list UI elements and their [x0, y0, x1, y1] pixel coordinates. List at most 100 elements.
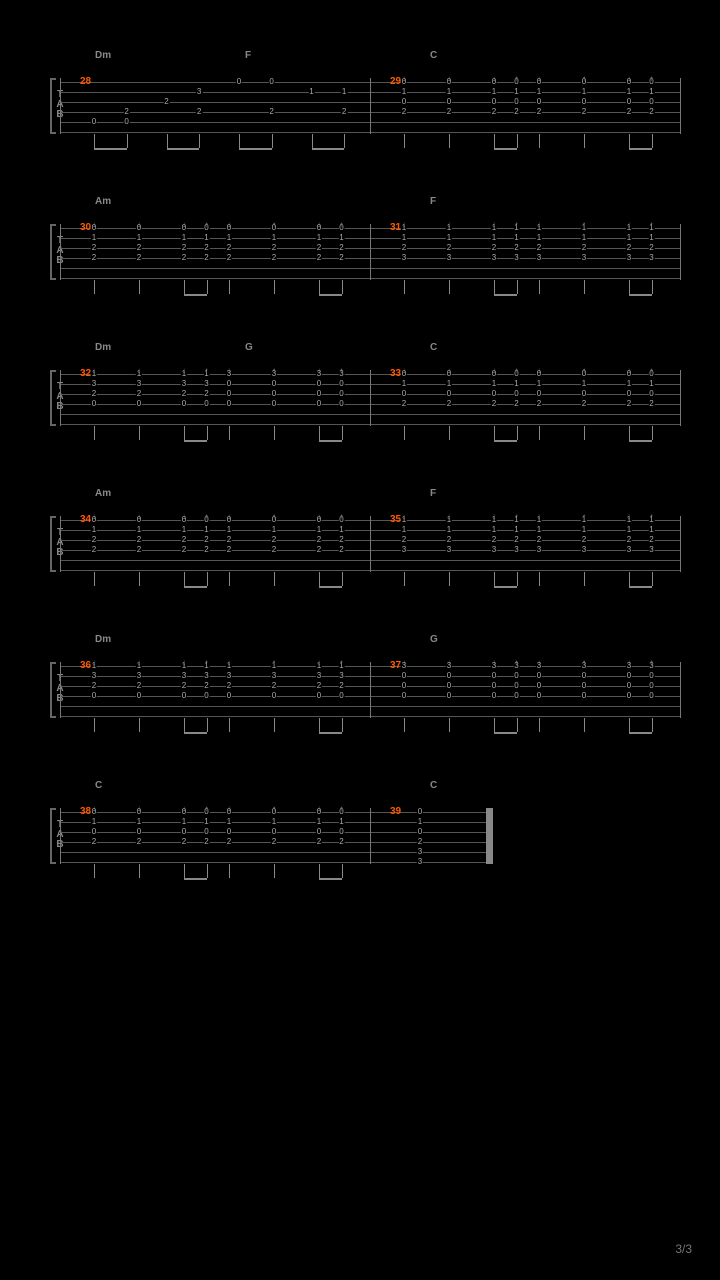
fret-number: 2	[626, 244, 632, 252]
bar-number: 36	[80, 660, 91, 671]
strum-up-icon: ↑	[515, 76, 519, 82]
fret-number: 1	[648, 88, 654, 96]
fret-number: 2	[268, 108, 274, 116]
strum-up-icon: ↑	[272, 222, 276, 228]
strum-up-icon: ↑	[205, 222, 209, 228]
fret-number: 1	[136, 234, 142, 242]
fret-number: 1	[446, 88, 452, 96]
strum-down-icon: ↓	[137, 660, 141, 666]
strum-down-icon: ↓	[492, 76, 496, 82]
beam	[167, 148, 200, 150]
strum-down-icon: ↓	[627, 222, 631, 228]
fret-number: 0	[226, 828, 232, 836]
fret-number: 2	[401, 536, 407, 544]
fret-number: 3	[626, 546, 632, 554]
fret-number: 0	[226, 380, 232, 388]
fret-number: 1	[446, 380, 452, 388]
staff-0: DmFCTAB28290022320021120102↓0102↓0102↓01…	[60, 50, 680, 134]
strum-down-icon: ↓	[182, 368, 186, 374]
strum-down-icon: ↓	[627, 368, 631, 374]
strum-down-icon: ↓	[92, 368, 96, 374]
chord-label: F	[430, 488, 436, 499]
fret-number: 2	[271, 838, 277, 846]
fret-number: 1	[316, 234, 322, 242]
fret-number: 2	[316, 682, 322, 690]
strum-down-icon: ↓	[537, 660, 541, 666]
strum-up-icon: ↑	[340, 222, 344, 228]
beam	[239, 148, 272, 150]
staff-2: DmGCTAB32331320↓1320↓1320↓1320↑3000↓3000…	[60, 342, 680, 426]
fret-number: 0	[536, 672, 542, 680]
fret-number: 2	[181, 254, 187, 262]
fret-number: 0	[338, 390, 344, 398]
fret-number: 2	[316, 244, 322, 252]
fret-number: 2	[91, 838, 97, 846]
fret-number: 2	[226, 546, 232, 554]
fret-number: 0	[271, 380, 277, 388]
strum-down-icon: ↓	[627, 514, 631, 520]
fret-number: 0	[581, 692, 587, 700]
fret-number: 2	[91, 254, 97, 262]
fret-number: 3	[203, 672, 209, 680]
fret-number: 2	[181, 390, 187, 398]
strum-up-icon: ↑	[340, 514, 344, 520]
barline	[370, 808, 371, 864]
strum-down-icon: ↓	[402, 222, 406, 228]
fret-number: 1	[271, 234, 277, 242]
fret-number: 2	[491, 108, 497, 116]
chord-label: G	[430, 634, 438, 645]
string-line	[60, 862, 490, 863]
fret-number: 2	[226, 254, 232, 262]
fret-number: 2	[123, 108, 129, 116]
fret-number: 2	[401, 400, 407, 408]
staff-bracket	[50, 370, 52, 426]
fret-number: 1	[626, 88, 632, 96]
fret-number: 2	[136, 390, 142, 398]
fret-number: 0	[401, 682, 407, 690]
strum-down-icon: ↓	[492, 660, 496, 666]
fret-number: 2	[91, 546, 97, 554]
fret-number: 3	[513, 254, 519, 262]
fret-number: 0	[417, 808, 423, 816]
fret-number: 1	[536, 526, 542, 534]
fret-number: 1	[401, 234, 407, 242]
fret-number: 3	[203, 380, 209, 388]
fret-number: 1	[341, 88, 347, 96]
fret-number: 0	[181, 692, 187, 700]
fret-number: 0	[446, 692, 452, 700]
staff-bracket	[50, 224, 52, 280]
fret-number: 0	[581, 98, 587, 106]
fret-number: 0	[513, 672, 519, 680]
fret-number: 2	[446, 244, 452, 252]
strum-up-icon: ↑	[272, 514, 276, 520]
barline	[60, 662, 61, 718]
fret-number: 3	[446, 254, 452, 262]
fret-number: 0	[316, 692, 322, 700]
fret-number: 2	[203, 244, 209, 252]
fret-number: 0	[181, 400, 187, 408]
fret-number: 3	[581, 546, 587, 554]
fret-number: 2	[513, 536, 519, 544]
fret-number: 2	[203, 254, 209, 262]
fret-number: 0	[513, 682, 519, 690]
strum-up-icon: ↑	[515, 368, 519, 374]
fret-number: 1	[491, 380, 497, 388]
staff-4: DmGTAB36371320↓1320↓1320↓1320↑1320↓1320↑…	[60, 634, 680, 718]
chord-label: Dm	[95, 634, 111, 645]
strum-up-icon: ↑	[650, 368, 654, 374]
fret-number: 0	[626, 98, 632, 106]
fret-number: 1	[536, 380, 542, 388]
barline	[370, 224, 371, 280]
barline	[60, 370, 61, 426]
bar-number: 32	[80, 368, 91, 379]
fret-number: 1	[91, 818, 97, 826]
fret-number: 1	[338, 234, 344, 242]
fret-number: 2	[91, 244, 97, 252]
fret-number: 3	[417, 858, 423, 866]
barline	[680, 662, 681, 718]
strum-down-icon: ↓	[137, 806, 141, 812]
strum-down-icon: ↓	[317, 368, 321, 374]
chord-label: Am	[95, 488, 111, 499]
fret-number: 3	[401, 254, 407, 262]
bar-number: 37	[390, 660, 401, 671]
